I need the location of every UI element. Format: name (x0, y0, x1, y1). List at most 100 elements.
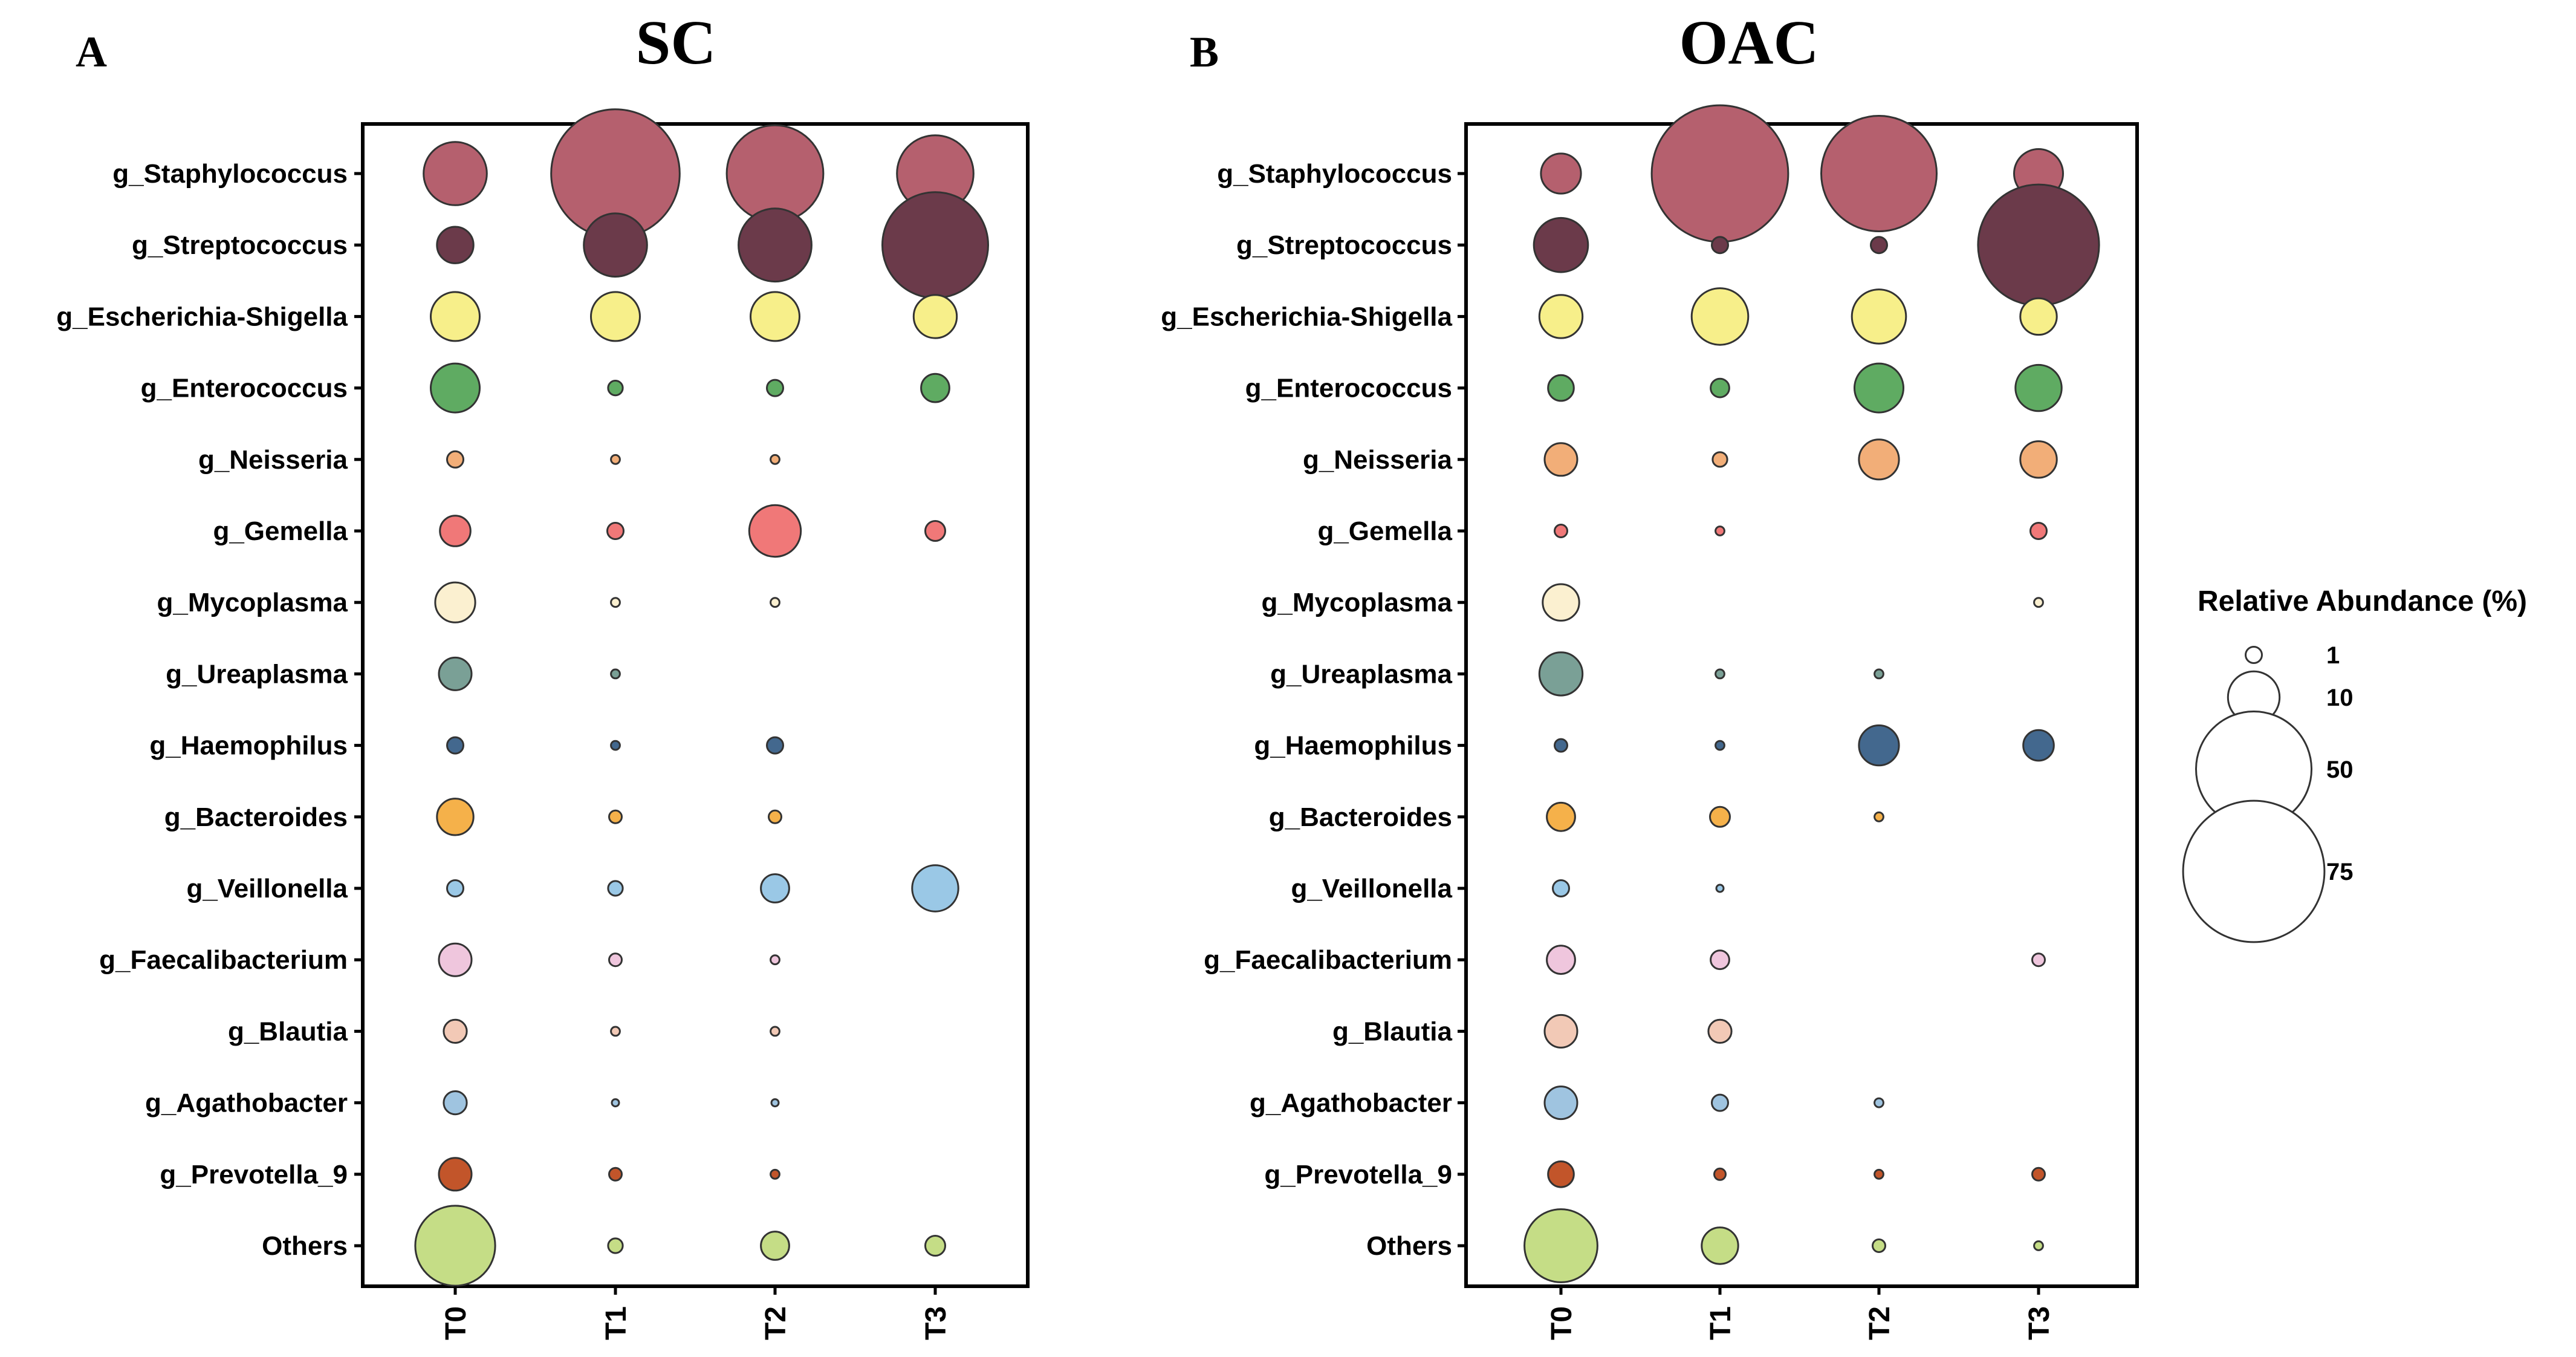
legend-bubble-1 (2245, 646, 2263, 664)
bubble-oac-g-prevotella-9-t1 (1713, 1167, 1727, 1181)
bubble-oac-g-neisseria-t3 (2019, 440, 2058, 479)
bubble-sc-g-enterococcus-t1 (607, 380, 624, 397)
legend-label-10: 10 (2326, 685, 2354, 711)
y-tick-label: g_Prevotella_9 (160, 1160, 348, 1189)
y-tick-label: g_Prevotella_9 (1264, 1160, 1452, 1189)
x-tick-label: T0 (1546, 1306, 1578, 1340)
bubble-oac-g-faecalibacterium-t1 (1710, 949, 1730, 971)
x-tick-label: T2 (1864, 1306, 1896, 1340)
bubble-sc-g-escherichia-shigella-t2 (750, 291, 800, 342)
bubble-sc-g-haemophilus-t1 (610, 740, 621, 751)
y-tick-label: g_Enterococcus (1245, 374, 1452, 403)
bubble-oac-g-escherichia-shigella-t1 (1690, 287, 1750, 346)
bubble-sc-g-gemella-t1 (606, 522, 625, 540)
bubble-sc-others-t1 (607, 1237, 624, 1254)
y-tick-label: g_Veillonella (186, 874, 348, 903)
bubble-oac-g-faecalibacterium-t0 (1546, 945, 1576, 975)
y-tick-label: g_Agathobacter (145, 1089, 348, 1118)
bubble-sc-g-bacteroides-t0 (436, 798, 475, 836)
y-tick-label: g_Ureaplasma (166, 659, 348, 689)
y-tick-label: g_Mycoplasma (1262, 588, 1453, 617)
y-tick-label: g_Escherichia-Shigella (56, 302, 348, 331)
bubble-sc-g-haemophilus-t0 (446, 736, 464, 755)
bubble-sc-g-veillonella-t1 (607, 880, 624, 897)
y-tick-label: g_Veillonella (1291, 874, 1452, 903)
bubble-oac-others-t1 (1701, 1226, 1739, 1265)
plot-frame-sc (361, 122, 1030, 1288)
bubble-oac-g-gemella-t3 (2029, 522, 2048, 540)
bubble-oac-g-mycoplasma-t0 (1542, 583, 1580, 622)
y-tick-label: g_Agathobacter (1250, 1089, 1452, 1118)
y-tick-label: g_Bacteroides (164, 802, 348, 832)
bubble-oac-g-neisseria-t0 (1543, 442, 1578, 477)
bubble-oac-g-haemophilus-t2 (1858, 724, 1900, 767)
bubble-sc-g-veillonella-t3 (911, 864, 959, 913)
bubble-sc-g-neisseria-t2 (770, 454, 780, 465)
bubble-oac-g-neisseria-t1 (1711, 451, 1728, 468)
bubble-oac-g-streptococcus-t2 (1870, 236, 1888, 255)
bubble-oac-g-enterococcus-t2 (1854, 362, 1904, 414)
bubble-oac-g-blautia-t0 (1543, 1014, 1578, 1049)
bubble-oac-g-haemophilus-t0 (1554, 738, 1568, 753)
bubbles-oac (1523, 104, 2100, 1283)
x-tick-label: T1 (600, 1306, 632, 1340)
bubble-oac-g-enterococcus-t3 (2014, 363, 2063, 412)
bubble-sc-g-staphylococcus-t0 (423, 141, 488, 206)
bubble-oac-others-t3 (2033, 1240, 2044, 1251)
bubble-sc-g-mycoplasma-t1 (610, 597, 621, 608)
bubble-oac-g-mycoplasma-t3 (2033, 597, 2044, 608)
y-tick-label: g_Bacteroides (1269, 802, 1452, 832)
bubble-sc-g-streptococcus-t1 (583, 212, 648, 278)
bubble-oac-g-agathobacter-t1 (1711, 1093, 1729, 1112)
panel-title-oac: OAC (1679, 8, 1818, 77)
x-tick-label: T3 (2023, 1306, 2055, 1340)
y-tick-label: g_Gemella (213, 516, 348, 546)
bubble-sc-g-enterococcus-t3 (920, 373, 950, 403)
bubble-oac-g-escherichia-shigella-t0 (1538, 294, 1584, 339)
legend-label-50: 50 (2326, 757, 2354, 783)
bubble-oac-g-veillonella-t1 (1715, 884, 1725, 893)
bubble-oac-g-haemophilus-t3 (2022, 729, 2055, 762)
bubble-oac-g-bacteroides-t1 (1709, 805, 1731, 828)
bubble-sc-g-escherichia-shigella-t3 (912, 294, 958, 339)
bubble-sc-others-t2 (760, 1231, 790, 1261)
x-tick-label: T2 (760, 1306, 792, 1340)
bubble-sc-g-escherichia-shigella-t1 (590, 291, 641, 342)
panel-oac: B OAC g_Staphylococcus g_Streptococcus g_E… (1161, 8, 2139, 1340)
bubble-oac-g-streptococcus-t1 (1711, 236, 1729, 255)
plot-frame-oac (1464, 122, 2139, 1288)
bubble-sc-g-gemella-t0 (439, 515, 472, 547)
bubble-sc-g-veillonella-t0 (446, 879, 464, 897)
y-tick-label: g_Staphylococcus (1217, 159, 1452, 189)
bubble-sc-g-streptococcus-t3 (881, 191, 989, 299)
bubble-oac-g-staphylococcus-t1 (1650, 104, 1789, 243)
legend-label-75: 75 (2326, 859, 2354, 885)
bubble-sc-g-prevotella-9-t1 (608, 1167, 623, 1182)
bubble-oac-g-gemella-t0 (1554, 524, 1568, 538)
x-axis-labels-oac: T0 T1 T2 T3 (1546, 1286, 2055, 1340)
bubble-oac-g-ureaplasma-t0 (1538, 651, 1584, 697)
bubble-oac-g-escherichia-shigella-t3 (2019, 297, 2058, 336)
panel-label-a: A (76, 28, 107, 76)
bubble-sc-g-escherichia-shigella-t0 (430, 291, 481, 342)
bubble-sc-g-bacteroides-t1 (608, 809, 623, 824)
y-tick-label: Others (1366, 1231, 1452, 1261)
bubble-sc-g-prevotella-9-t0 (438, 1157, 473, 1192)
bubble-oac-others-t2 (1872, 1238, 1886, 1253)
x-axis-labels-sc: T0 T1 T2 T3 (440, 1286, 952, 1340)
bubble-sc-g-faecalibacterium-t2 (770, 954, 780, 966)
bubble-sc-g-mycoplasma-t2 (770, 597, 780, 608)
y-tick-label: g_Mycoplasma (157, 588, 348, 617)
y-tick-label: g_Haemophilus (149, 731, 348, 761)
bubble-sc-g-gemella-t3 (924, 520, 946, 542)
bubble-sc-g-enterococcus-t2 (766, 379, 784, 397)
y-tick-label: g_Neisseria (1303, 445, 1453, 475)
y-tick-label: g_Blautia (1332, 1017, 1453, 1046)
y-tick-label: g_Neisseria (198, 445, 348, 475)
bubble-sc-g-streptococcus-t0 (436, 226, 475, 264)
size-legend: Relative Abundance (%) 1 10 50 75 (2182, 585, 2527, 943)
bubble-oac-g-prevotella-9-t0 (1547, 1160, 1575, 1188)
panel-sc: A SC g_Staphylococcus g_Streptococcus g_Es… (56, 8, 1030, 1340)
bubble-sc-g-mycoplasma-t0 (434, 581, 476, 623)
